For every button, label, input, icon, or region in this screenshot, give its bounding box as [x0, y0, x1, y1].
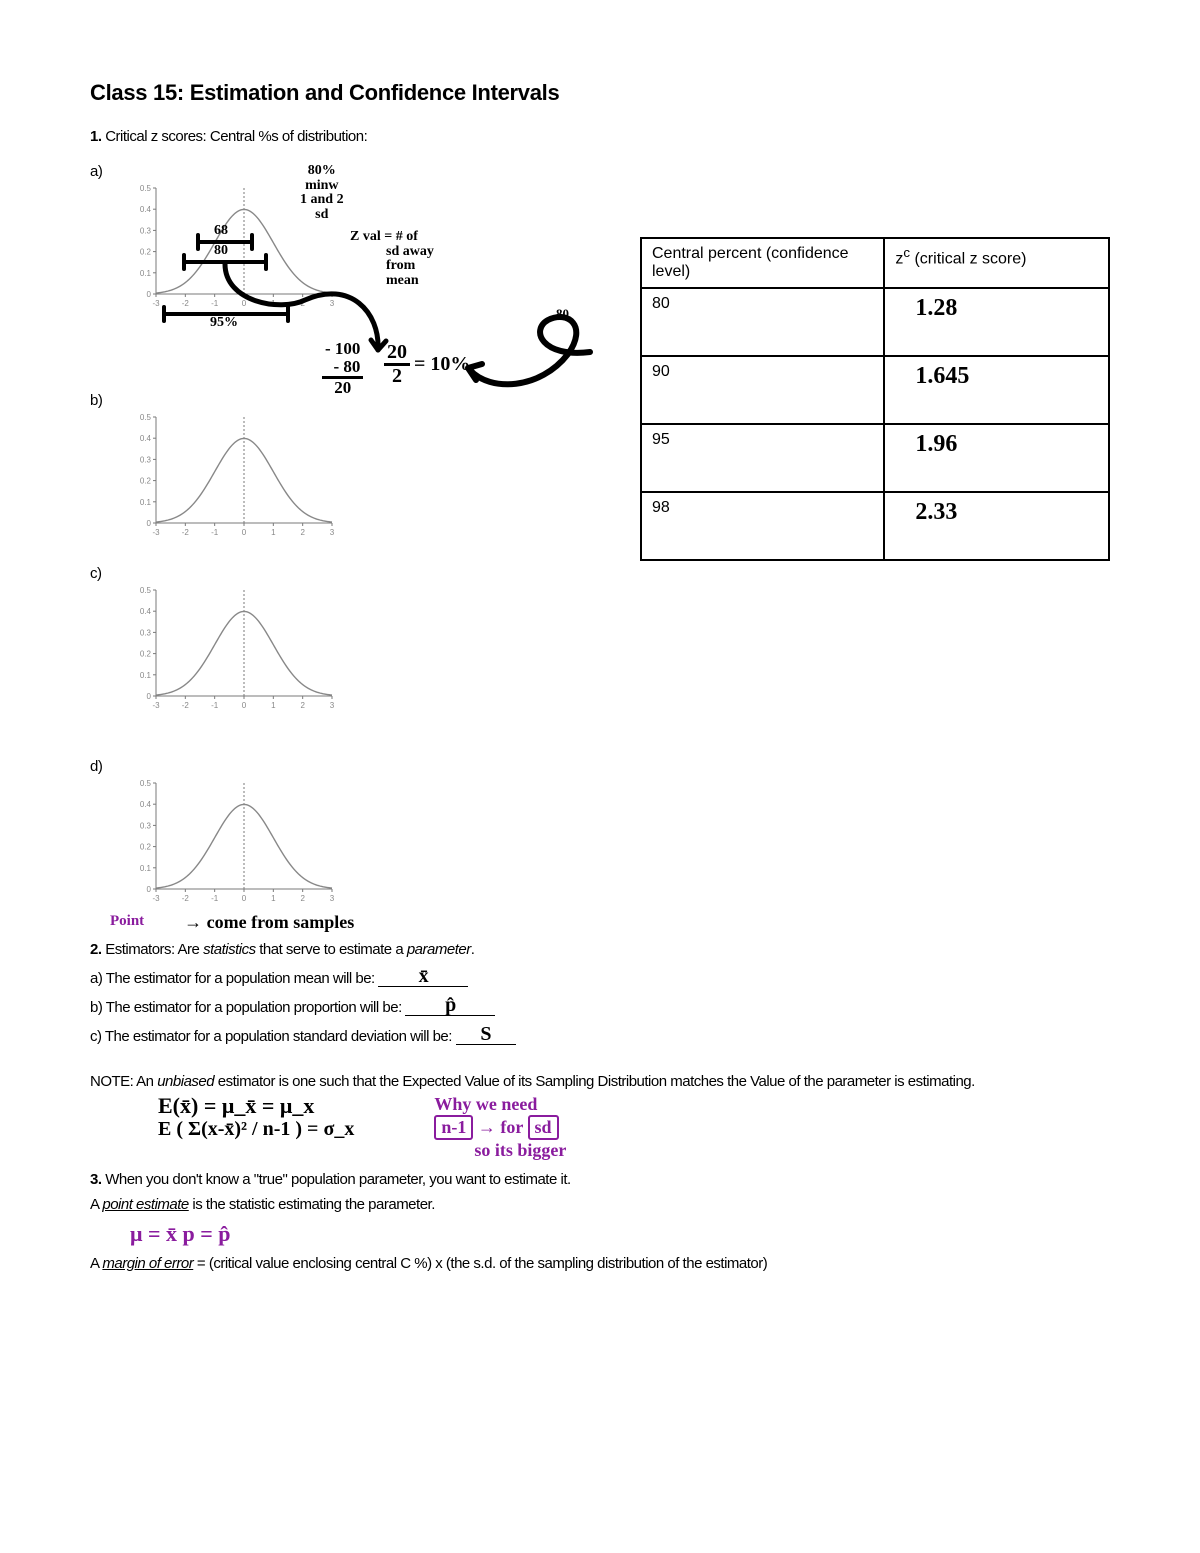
svg-text:0.3: 0.3	[140, 821, 152, 830]
svg-text:-2: -2	[182, 701, 190, 710]
z-score-table: Central percent (confidence level) zc (c…	[640, 237, 1110, 561]
svg-text:0: 0	[147, 692, 152, 701]
normal-curve-chart: 0 0.1 0.2 0.3 0.4 0.5 -3 -2 -1 0 1 2 3	[128, 584, 338, 714]
svg-text:-3: -3	[152, 894, 160, 903]
q1-label: 1.	[90, 128, 102, 145]
cell-cp: 90	[641, 356, 884, 424]
svg-text:2: 2	[300, 894, 305, 903]
cell-z: 1.28	[884, 288, 1109, 356]
table-row: 95 1.96	[641, 424, 1109, 492]
sub-c: c)	[90, 565, 570, 582]
table-row: 80 1.28	[641, 288, 1109, 356]
svg-text:-3: -3	[152, 701, 160, 710]
svg-text:3: 3	[330, 528, 335, 537]
table-header-cp: Central percent (confidence level)	[641, 238, 884, 288]
svg-text:0.1: 0.1	[140, 671, 152, 680]
svg-text:-1: -1	[211, 894, 219, 903]
svg-text:0.5: 0.5	[140, 413, 152, 422]
cell-cp: 98	[641, 492, 884, 560]
est-a: a) The estimator for a population mean w…	[90, 966, 1110, 987]
charts-column: a) 00.10.20.30.40.5-3-2-10123 80% minw 1…	[90, 161, 570, 907]
svg-text:0.4: 0.4	[140, 800, 152, 809]
why-n-minus-1: Why we need n-1 → for sd so its bigger	[434, 1094, 566, 1161]
page-title: Class 15: Estimation and Confidence Inte…	[90, 80, 1110, 106]
svg-text:-2: -2	[182, 528, 190, 537]
svg-text:0.5: 0.5	[140, 779, 152, 788]
cell-z: 2.33	[884, 492, 1109, 560]
label-95: 95%	[210, 316, 238, 331]
table-row: 98 2.33	[641, 492, 1109, 560]
margin-of-error-def: A margin of error = (critical value encl…	[90, 1255, 1110, 1272]
samples-note: → come from samples	[184, 913, 354, 933]
question-3: 3. When you don't know a "true" populati…	[90, 1171, 1110, 1188]
cell-cp: 80	[641, 288, 884, 356]
cell-cp: 95	[641, 424, 884, 492]
q1-text: Critical z scores: Central %s of distrib…	[105, 128, 367, 145]
svg-text:1: 1	[271, 528, 276, 537]
svg-text:0: 0	[147, 885, 152, 894]
svg-text:0.3: 0.3	[140, 628, 152, 637]
svg-text:0: 0	[147, 519, 152, 528]
svg-text:-3: -3	[152, 528, 160, 537]
svg-text:0.1: 0.1	[140, 864, 152, 873]
est-c: c) The estimator for a population standa…	[90, 1024, 1110, 1045]
calc-subtract: - 100- 80 20	[322, 340, 363, 397]
label-68: 68	[214, 224, 228, 239]
cell-z: 1.645	[884, 356, 1109, 424]
table-row: 90 1.645	[641, 356, 1109, 424]
point-label: Point	[110, 913, 144, 933]
svg-text:-2: -2	[182, 894, 190, 903]
answer-s: S	[480, 1023, 491, 1045]
svg-text:2: 2	[300, 701, 305, 710]
note-unbiased: NOTE: An unbiased estimator is one such …	[90, 1073, 1110, 1090]
answer-xbar: x̄	[419, 965, 429, 987]
svg-text:0: 0	[242, 701, 247, 710]
svg-text:3: 3	[330, 894, 335, 903]
svg-text:0.2: 0.2	[140, 477, 152, 486]
svg-text:2: 2	[300, 528, 305, 537]
svg-text:80: 80	[556, 306, 569, 321]
sub-d: d)	[90, 758, 570, 775]
swoop-arrow: 80	[460, 282, 620, 402]
question-2: 2. Estimators: Are statistics that serve…	[90, 941, 1110, 958]
svg-text:0.3: 0.3	[140, 455, 152, 464]
svg-text:0.2: 0.2	[140, 650, 152, 659]
z-table-wrap: Central percent (confidence level) zc (c…	[640, 237, 1110, 561]
point-estimate-def: A point estimate is the statistic estima…	[90, 1196, 1110, 1213]
svg-text:-1: -1	[211, 701, 219, 710]
svg-text:0.1: 0.1	[140, 498, 152, 507]
svg-text:0.2: 0.2	[140, 843, 152, 852]
svg-text:1: 1	[271, 701, 276, 710]
calc-divide: 20 2 = 10%	[384, 342, 470, 387]
svg-text:3: 3	[330, 701, 335, 710]
svg-text:0: 0	[242, 894, 247, 903]
est-b: b) The estimator for a population propor…	[90, 995, 1110, 1016]
expected-value-eq: E(x̄) = μ_x̄ = μ_x E ( Σ(x-x̄)² / n-1 ) …	[158, 1094, 354, 1140]
svg-text:-1: -1	[211, 528, 219, 537]
cell-z: 1.96	[884, 424, 1109, 492]
svg-text:0.4: 0.4	[140, 434, 152, 443]
svg-text:0: 0	[242, 528, 247, 537]
answer-phat: p̂	[445, 994, 456, 1016]
svg-text:0.5: 0.5	[140, 586, 152, 595]
question-1: 1. Critical z scores: Central %s of dist…	[90, 128, 1110, 145]
label-80: 80	[214, 244, 228, 259]
table-header-z: zc (critical z score)	[884, 238, 1109, 288]
point-estimate-eq: μ = x̄ p = p̂	[130, 1221, 1110, 1247]
normal-curve-chart: 0 0.1 0.2 0.3 0.4 0.5 -3 -2 -1 0 1 2 3	[128, 777, 338, 907]
normal-curve-chart: 0 0.1 0.2 0.3 0.4 0.5 -3 -2 -1 0 1 2 3	[128, 411, 338, 541]
svg-text:1: 1	[271, 894, 276, 903]
svg-text:0.4: 0.4	[140, 607, 152, 616]
